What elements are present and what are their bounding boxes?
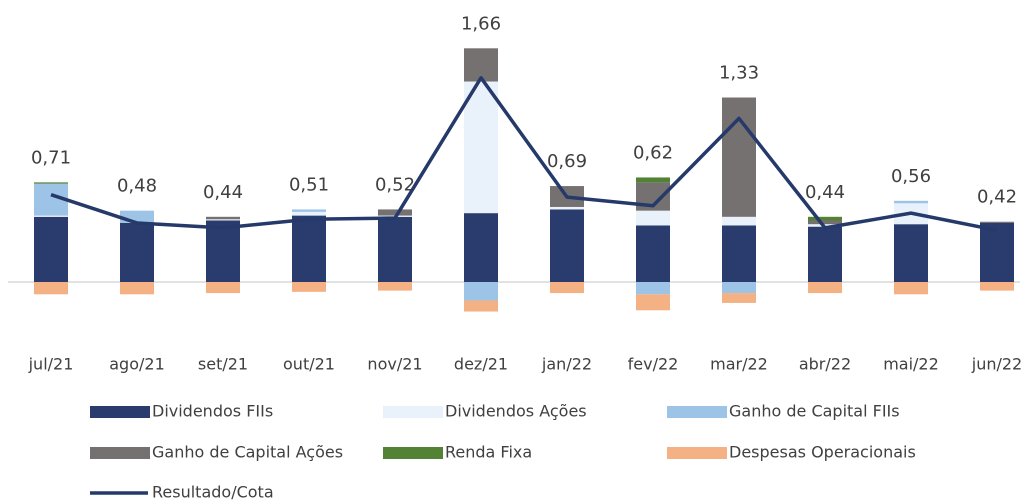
legend-swatch (90, 406, 150, 418)
x-tick-label: jan/22 (541, 355, 592, 374)
x-tick-label: jul/21 (28, 355, 74, 374)
bar-segment (808, 282, 842, 294)
bar-segment (120, 210, 154, 223)
data-label: 0,44 (203, 182, 243, 203)
bar-segment (464, 81, 498, 214)
legend-swatch (667, 447, 727, 459)
x-tick-label: mar/22 (710, 355, 768, 374)
x-tick-label: abr/22 (799, 355, 851, 374)
x-tick-label: fev/22 (628, 355, 679, 374)
x-tick-label: dez/21 (454, 355, 508, 374)
bar-segment (34, 216, 68, 282)
data-label: 0,51 (289, 174, 329, 195)
result-line (50, 76, 998, 233)
data-label: 0,62 (633, 142, 673, 163)
x-tick-label: jun/22 (971, 355, 1022, 374)
data-label: 0,48 (117, 176, 157, 197)
bar-segment (34, 215, 68, 217)
bar-segment (34, 182, 68, 184)
legend-label: Renda Fixa (445, 443, 532, 462)
bar-segment (292, 211, 326, 216)
legend-swatch (90, 447, 150, 459)
bar-segment (636, 294, 670, 311)
bar-segment (378, 216, 412, 282)
legend-swatch (383, 447, 443, 459)
legend-swatch (667, 406, 727, 418)
data-label: 0,52 (375, 174, 415, 195)
bar-segment (980, 282, 1014, 291)
legend-label: Ganho de Capital FIIs (729, 402, 900, 421)
x-tick-label: out/21 (283, 355, 335, 374)
bar-segment (722, 293, 756, 303)
data-label: 0,42 (977, 187, 1017, 208)
x-tick-label: mai/22 (883, 355, 939, 374)
bar-segment (206, 282, 240, 294)
data-label: 0,44 (805, 182, 845, 203)
data-label: 1,66 (461, 13, 501, 34)
bar-segment (894, 282, 928, 295)
bar-segment (722, 282, 756, 294)
bar-segment (464, 282, 498, 301)
x-tick-label: ago/21 (109, 355, 165, 374)
bar-segment (894, 200, 928, 204)
bar-segment (894, 224, 928, 282)
bar-segment (464, 300, 498, 312)
data-label: 1,33 (719, 63, 759, 84)
bar-segment (636, 210, 670, 226)
bar-segment (378, 209, 412, 216)
bar-segment (980, 222, 1014, 282)
legend-label: Dividendos FIIs (152, 402, 273, 421)
bar-segment (550, 206, 584, 210)
bar-segment (636, 225, 670, 282)
bar-segment (722, 216, 756, 226)
bar-segment (206, 216, 240, 220)
legend-label: Despesas Operacionais (729, 443, 916, 462)
bar-segment (808, 216, 842, 221)
bar-segment (34, 282, 68, 295)
bar-segment (980, 221, 1014, 223)
bar-segment (206, 219, 240, 221)
bar-segment (120, 222, 154, 282)
legend-swatch (383, 406, 443, 418)
legend-label: Ganho de Capital Ações (152, 443, 343, 462)
legend-label: Resultado/Cota (152, 483, 274, 502)
bar-segment (636, 282, 670, 295)
bar-segment (292, 282, 326, 292)
legend-label: Dividendos Ações (445, 402, 587, 421)
data-label: 0,56 (891, 166, 931, 187)
bar-segment (292, 215, 326, 282)
bar-segment (464, 213, 498, 282)
bar-segment (378, 282, 412, 291)
bar-segment (120, 282, 154, 295)
bar-segment (550, 282, 584, 294)
x-tick-label: set/21 (198, 355, 248, 374)
bar-segment (808, 220, 842, 225)
data-label: 0,69 (547, 151, 587, 172)
bar-segment (550, 209, 584, 282)
bar-segment (808, 226, 842, 282)
bar-segment (722, 97, 756, 217)
bar-segment (722, 225, 756, 282)
bar-segment (464, 48, 498, 82)
bar-segment (292, 209, 326, 212)
bar-segment (636, 177, 670, 183)
x-tick-label: nov/21 (367, 355, 422, 374)
bar-segment (206, 220, 240, 282)
data-label: 0,71 (31, 147, 71, 168)
